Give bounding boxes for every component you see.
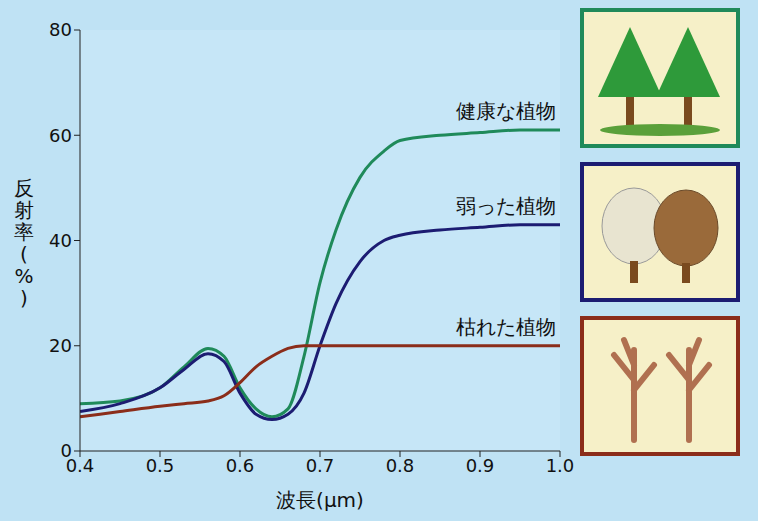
svg-text:40: 40: [49, 230, 72, 251]
svg-text:20: 20: [49, 335, 72, 356]
svg-text:0.6: 0.6: [226, 455, 255, 476]
svg-text:60: 60: [49, 125, 72, 146]
svg-text:0.9: 0.9: [466, 455, 495, 476]
svg-text:0.8: 0.8: [386, 455, 415, 476]
svg-text:弱った植物: 弱った植物: [456, 194, 556, 218]
svg-text:枯れた植物: 枯れた植物: [456, 315, 556, 339]
svg-text:0: 0: [61, 440, 72, 461]
svg-text:80: 80: [49, 19, 72, 40]
svg-text:波長(μm): 波長(μm): [276, 488, 364, 512]
svg-text:0.5: 0.5: [146, 455, 175, 476]
svg-text:1.0: 1.0: [546, 455, 575, 476]
svg-text:0.7: 0.7: [306, 455, 335, 476]
svg-text:0.4: 0.4: [65, 454, 95, 476]
svg-text:反射率(%): 反射率(%): [14, 176, 34, 310]
svg-text:健康な植物: 健康な植物: [456, 99, 556, 123]
